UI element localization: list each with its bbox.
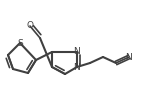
Text: N: N [74,48,80,56]
Text: N: N [126,52,132,61]
Text: O: O [26,22,34,30]
Text: N: N [74,62,80,71]
Text: S: S [17,39,23,48]
